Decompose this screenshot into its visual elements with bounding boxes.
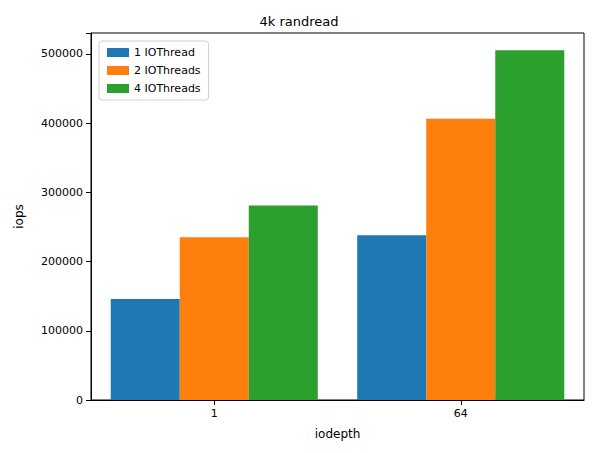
svg-text:2 IOThreads: 2 IOThreads	[134, 64, 201, 77]
svg-text:1: 1	[211, 407, 218, 420]
svg-text:500000: 500000	[41, 47, 83, 60]
svg-text:200000: 200000	[41, 255, 83, 268]
svg-text:300000: 300000	[41, 186, 83, 199]
svg-text:64: 64	[454, 407, 468, 420]
svg-text:iops: iops	[12, 204, 26, 229]
svg-text:0: 0	[76, 394, 83, 407]
svg-text:iodepth: iodepth	[315, 427, 361, 441]
svg-text:4 IOThreads: 4 IOThreads	[134, 82, 201, 95]
svg-text:1 IOThread: 1 IOThread	[134, 46, 195, 59]
svg-text:400000: 400000	[41, 117, 83, 130]
svg-text:4k randread: 4k randread	[259, 14, 338, 29]
svg-text:100000: 100000	[41, 324, 83, 337]
